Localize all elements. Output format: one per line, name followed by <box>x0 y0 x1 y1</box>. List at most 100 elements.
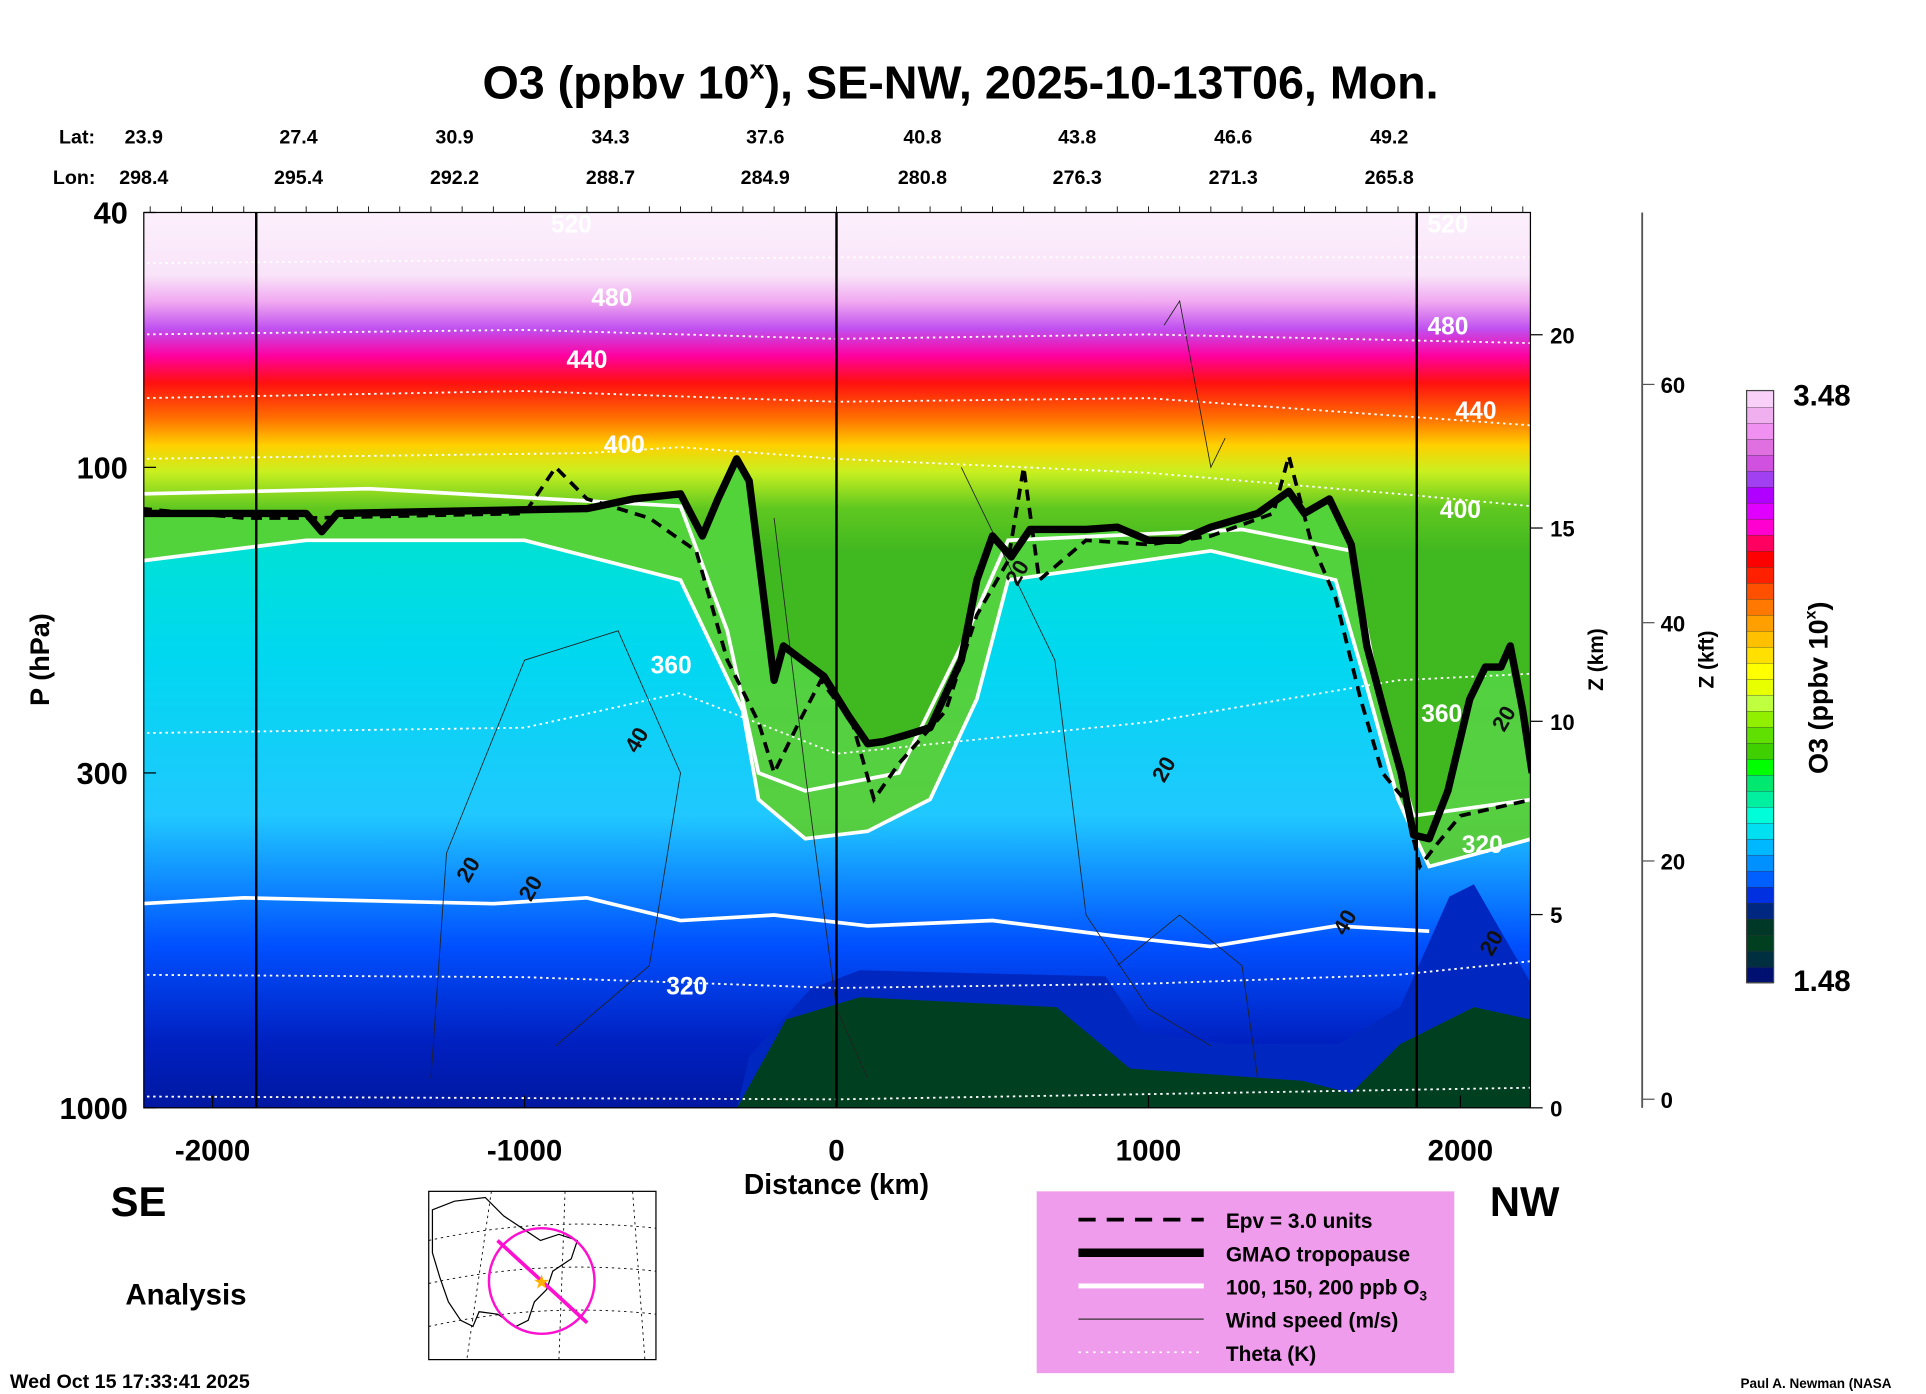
colorbar-swatch <box>1746 502 1774 520</box>
map-section-line <box>496 1239 589 1325</box>
chart-title: O3 (ppbv 10x), SE-NW, 2025-10-13T06, Mon… <box>482 55 1438 109</box>
theta-label: 520 <box>551 212 592 239</box>
colorbar-swatch <box>1746 582 1774 600</box>
longitude-value: 276.3 <box>1053 167 1102 189</box>
colorbar-swatch <box>1746 694 1774 712</box>
legend-label: Epv = 3.0 units <box>1226 1210 1373 1233</box>
colorbar-label: O3 (ppbv 10x) <box>1802 602 1833 775</box>
colorbar-swatch <box>1746 822 1774 840</box>
theta-label: 320 <box>666 973 707 1000</box>
z-km-tick-label: 5 <box>1550 903 1562 928</box>
latitude-value: 27.4 <box>279 127 317 149</box>
theta-contour-360 <box>143 672 1531 755</box>
wind-speed-contour <box>430 630 681 1079</box>
colorbar-swatch <box>1746 550 1774 568</box>
longitude-value: 284.9 <box>741 167 790 189</box>
x-tick-label: -1000 <box>487 1135 562 1168</box>
colorbar-swatch <box>1746 630 1774 648</box>
longitude-value: 265.8 <box>1365 167 1414 189</box>
theta-label: 480 <box>591 285 632 312</box>
colorbar-swatch <box>1746 406 1774 424</box>
timestamp: Wed Oct 15 17:33:41 2025 <box>10 1371 250 1393</box>
colorbar-swatch <box>1746 662 1774 680</box>
lat-label: Lat: <box>59 127 95 149</box>
colorbar-frame <box>1745 389 1775 984</box>
colorbar-swatch <box>1746 566 1774 584</box>
latitude-value: 43.8 <box>1058 127 1096 149</box>
map-center-star-icon: ★ <box>533 1271 551 1293</box>
colorbar-swatch <box>1746 534 1774 552</box>
longitude-value: 295.4 <box>274 167 323 189</box>
y-tick-label: 100 <box>77 450 128 485</box>
nw-label: NW <box>1490 1178 1560 1225</box>
theta-contour-320 <box>143 960 1531 989</box>
z-kft-tick-label: 20 <box>1661 850 1686 875</box>
x-tick-label: -2000 <box>175 1135 250 1168</box>
colorbar-min: 1.48 <box>1793 965 1850 998</box>
colorbar-swatch <box>1746 454 1774 472</box>
colorbar-swatch <box>1746 598 1774 616</box>
longitude-value: 292.2 <box>430 167 479 189</box>
colorbar-swatch <box>1746 438 1774 456</box>
credit: Paul A. Newman (NASA <box>1740 1376 1891 1391</box>
longitude-value: 280.8 <box>898 167 947 189</box>
latitude-value: 46.6 <box>1214 127 1252 149</box>
colorbar-swatch <box>1746 470 1774 488</box>
latitude-value: 30.9 <box>435 127 473 149</box>
colorbar-swatch <box>1746 854 1774 872</box>
colorbar-swatch <box>1746 422 1774 440</box>
y-tick-label: 1000 <box>60 1091 128 1126</box>
analysis-label: Analysis <box>125 1278 246 1311</box>
z-km-axis-label: Z (km) <box>1585 628 1608 691</box>
theta-label: 480 <box>1427 313 1468 340</box>
low-ozone-field <box>737 997 1531 1108</box>
theta-label: 520 <box>1427 212 1468 239</box>
colorbar-swatch <box>1746 710 1774 728</box>
theta-label: 360 <box>651 653 692 680</box>
colorbar-swatch <box>1746 518 1774 536</box>
plot-area: 5204804404003603205204804404003603204020… <box>143 212 1531 1108</box>
colorbar-swatch <box>1746 742 1774 760</box>
colorbar-swatch <box>1746 886 1774 904</box>
z-km-tick-label: 10 <box>1550 710 1575 735</box>
colorbar-swatch <box>1746 838 1774 856</box>
longitude-value: 271.3 <box>1209 167 1258 189</box>
theta-label: 400 <box>1440 497 1481 524</box>
se-label: SE <box>111 1178 167 1225</box>
legend-label: GMAO tropopause <box>1226 1243 1410 1266</box>
colorbar-max: 3.48 <box>1793 379 1850 412</box>
colorbar-swatch <box>1746 806 1774 824</box>
colorbar-swatch <box>1746 774 1774 792</box>
theta-label: 400 <box>604 432 645 459</box>
colorbar-swatch <box>1746 934 1774 952</box>
z-km-tick-label: 20 <box>1550 323 1575 348</box>
y-tick-label: 40 <box>94 196 128 231</box>
legend-box <box>1036 1191 1455 1374</box>
x-tick-label: 0 <box>828 1135 844 1168</box>
colorbar-swatch <box>1746 646 1774 664</box>
colorbar-swatch <box>1746 918 1774 936</box>
wind-speed-contour <box>1116 914 1259 1079</box>
legend-label: 100, 150, 200 ppb O3 <box>1226 1277 1428 1304</box>
ozone-contour-100 <box>143 538 1531 869</box>
longitude-value: 298.4 <box>119 167 168 189</box>
map-coastline <box>431 1196 579 1328</box>
legend-label: Wind speed (m/s) <box>1226 1310 1399 1333</box>
latitude-value: 23.9 <box>125 127 163 149</box>
colorbar-swatch <box>1746 870 1774 888</box>
map-range-circle <box>487 1226 596 1336</box>
y-axis-label: P (hPa) <box>25 613 55 706</box>
z-kft-tick-label: 40 <box>1661 611 1686 636</box>
lon-label: Lon: <box>53 167 96 189</box>
theta-label: 440 <box>566 347 607 374</box>
z-kft-tick-label: 60 <box>1661 373 1686 398</box>
theta-label: 440 <box>1456 398 1497 425</box>
ozone-contour-100 <box>143 895 1430 949</box>
colorbar-swatch <box>1746 790 1774 808</box>
latitude-value: 49.2 <box>1370 127 1408 149</box>
colorbar-swatch <box>1746 758 1774 776</box>
wind-speed-contour <box>1163 299 1226 469</box>
z-km-tick-label: 0 <box>1550 1096 1562 1121</box>
latitude-value: 34.3 <box>591 127 629 149</box>
